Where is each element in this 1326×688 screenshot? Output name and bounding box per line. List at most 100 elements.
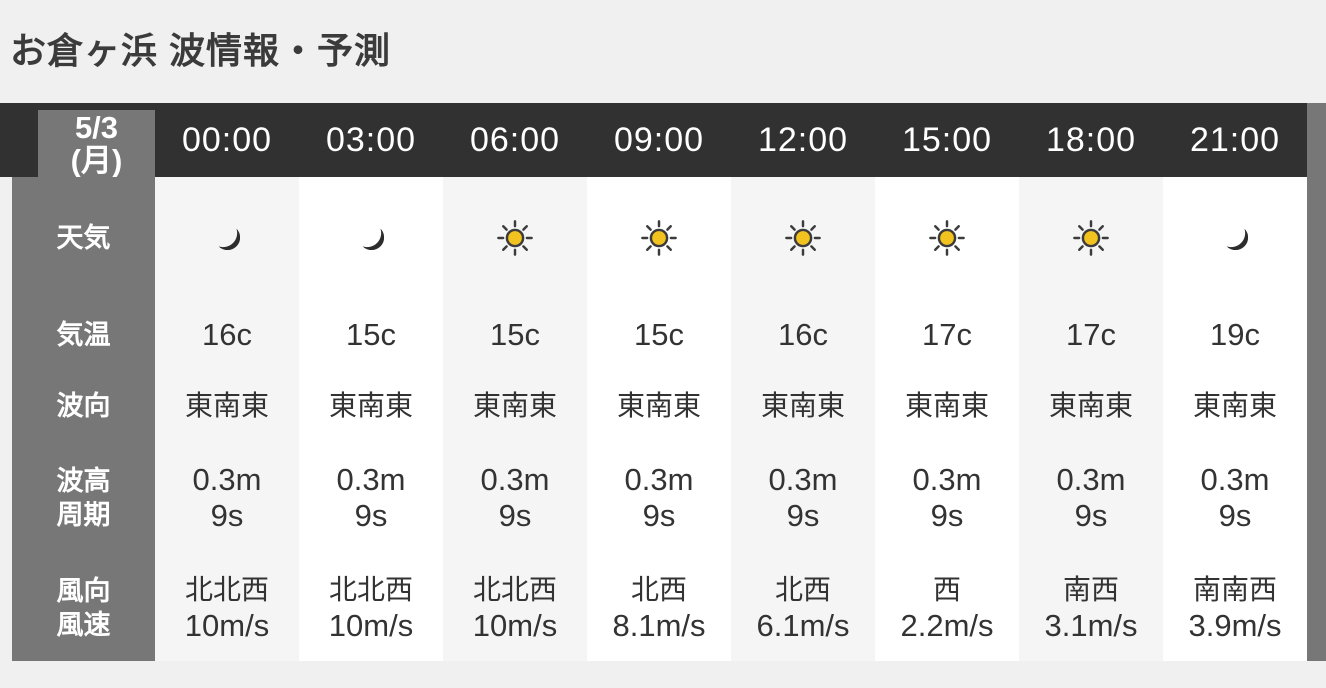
sun-icon [641, 219, 677, 256]
wave-cell: 0.3m 9s [731, 441, 875, 555]
temperature-cell: 16c [731, 298, 875, 371]
row-label-wave-period: 周期 [56, 500, 111, 530]
wave-cell: 0.3m 9s [1163, 441, 1307, 555]
temperature-row: 気温 16c 15c 15c 15c 16c 17c 17c 19c [12, 298, 1307, 371]
date-label: 5/3 [74, 109, 119, 145]
wave-height: 0.3m [480, 462, 550, 497]
wave-direction-cell: 東南東 [587, 371, 731, 441]
wave-direction-cell: 東南東 [1163, 371, 1307, 441]
wave-direction-cell: 東南東 [1019, 371, 1163, 441]
row-label-weather: 天気 [12, 177, 155, 298]
wind-direction: 南西 [1062, 574, 1119, 605]
weather-cell [1163, 177, 1307, 298]
time-header-bar [0, 103, 1307, 177]
wind-speed: 10m/s [184, 608, 270, 643]
wind-direction: 北北西 [184, 574, 269, 605]
wind-direction: 南南西 [1192, 574, 1277, 605]
time-header: 12:00 [757, 120, 849, 159]
time-header: 15:00 [901, 120, 993, 159]
weather-cell [875, 177, 1019, 298]
wind-row: 風向 風速 北北西 10m/s 北北西 10m/s 北北西 10m/s 北西 [12, 555, 1307, 661]
wind-speed: 10m/s [472, 608, 558, 643]
sun-icon [785, 219, 821, 256]
wave-direction-cell: 東南東 [299, 371, 443, 441]
wave-period: 9s [498, 498, 532, 533]
temperature-cell: 17c [1019, 298, 1163, 371]
wind-cell: 北北西 10m/s [299, 555, 443, 661]
wave-height: 0.3m [768, 462, 838, 497]
wind-direction: 北西 [630, 574, 687, 605]
sun-icon [929, 219, 965, 256]
wave-period: 9s [1074, 498, 1108, 533]
wind-speed: 6.1m/s [756, 608, 850, 643]
wave-cell: 0.3m 9s [1019, 441, 1163, 555]
time-header-row: 5/3 (月) 00:00 03:00 06:00 09:00 12:00 15… [12, 103, 1307, 177]
temperature-cell: 15c [443, 298, 587, 371]
wave-height: 0.3m [1056, 462, 1126, 497]
wave-cell: 0.3m 9s [875, 441, 1019, 555]
wave-period: 9s [1218, 498, 1252, 533]
wind-direction: 西 [932, 574, 961, 605]
wind-direction: 北西 [774, 574, 831, 605]
weather-cell [155, 177, 299, 298]
wave-direction-cell: 東南東 [443, 371, 587, 441]
weather-row: 天気 [12, 177, 1307, 298]
wave-cell: 0.3m 9s [299, 441, 443, 555]
wave-direction-cell: 東南東 [731, 371, 875, 441]
wave-direction-row: 波向 東南東 東南東 東南東 東南東 東南東 東南東 東南東 東南東 [12, 371, 1307, 441]
wave-height: 0.3m [912, 462, 982, 497]
wind-direction: 北北西 [328, 574, 413, 605]
wave-period: 9s [930, 498, 964, 533]
forecast-table-scroll-area[interactable]: 5/3 (月) 00:00 03:00 06:00 09:00 12:00 15… [0, 103, 1326, 661]
temperature-cell: 19c [1163, 298, 1307, 371]
weather-cell [299, 177, 443, 298]
wind-speed: 8.1m/s [612, 608, 706, 643]
wave-period: 9s [354, 498, 388, 533]
wave-period: 9s [786, 498, 820, 533]
time-header: 18:00 [1045, 120, 1137, 159]
temperature-cell: 17c [875, 298, 1019, 371]
weather-cell [731, 177, 875, 298]
wave-height: 0.3m [336, 462, 406, 497]
time-header: 06:00 [469, 120, 561, 159]
sun-icon [497, 219, 533, 256]
moon-icon [1226, 228, 1248, 250]
wave-direction-cell: 東南東 [155, 371, 299, 441]
wind-speed: 3.1m/s [1044, 608, 1138, 643]
wind-speed: 3.9m/s [1188, 608, 1282, 643]
wind-speed: 2.2m/s [900, 608, 994, 643]
wave-direction-cell: 東南東 [875, 371, 1019, 441]
wind-speed: 10m/s [328, 608, 414, 643]
date-cell-spacer: 5/3 (月) [12, 103, 155, 177]
row-label-wind: 風向 風速 [12, 555, 155, 661]
time-header: 03:00 [325, 120, 417, 159]
wind-cell: 南南西 3.9m/s [1163, 555, 1307, 661]
weather-cell [1019, 177, 1163, 298]
wave-height-period-row: 波高 周期 0.3m 9s 0.3m 9s 0.3m 9s 0.3m 9s [12, 441, 1307, 555]
wave-period: 9s [210, 498, 244, 533]
wave-height: 0.3m [1200, 462, 1270, 497]
wave-cell: 0.3m 9s [587, 441, 731, 555]
weather-cell [587, 177, 731, 298]
forecast-grid: 5/3 (月) 00:00 03:00 06:00 09:00 12:00 15… [12, 103, 1307, 661]
wave-height: 0.3m [192, 462, 262, 497]
page-title: お倉ヶ浜 波情報・予測 [10, 30, 392, 71]
wind-cell: 北西 8.1m/s [587, 555, 731, 661]
wave-cell: 0.3m 9s [443, 441, 587, 555]
temperature-cell: 15c [299, 298, 443, 371]
date-cell: 5/3 (月) [38, 110, 155, 177]
wave-cell: 0.3m 9s [155, 441, 299, 555]
wave-height: 0.3m [624, 462, 694, 497]
temperature-cell: 16c [155, 298, 299, 371]
temperature-cell: 15c [587, 298, 731, 371]
sun-icon [1073, 219, 1109, 256]
wind-cell: 南西 3.1m/s [1019, 555, 1163, 661]
row-label-wave-height: 波高 [56, 466, 111, 496]
wave-period: 9s [642, 498, 676, 533]
row-label-wave-height-period: 波高 周期 [12, 441, 155, 555]
wind-direction: 北北西 [472, 574, 557, 605]
wind-cell: 北北西 10m/s [443, 555, 587, 661]
wind-cell: 北西 6.1m/s [731, 555, 875, 661]
row-label-wind-speed: 風速 [56, 610, 111, 640]
